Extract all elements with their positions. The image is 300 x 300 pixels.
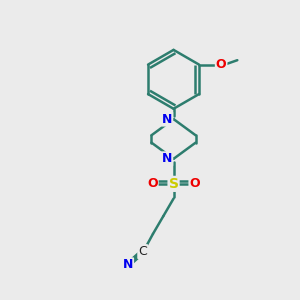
Text: O: O (189, 177, 200, 190)
Text: S: S (169, 177, 178, 191)
Text: O: O (147, 177, 158, 190)
Text: N: N (162, 152, 172, 165)
Text: N: N (123, 258, 133, 271)
Text: O: O (216, 58, 226, 71)
Text: N: N (162, 112, 172, 126)
Text: C: C (138, 245, 147, 258)
